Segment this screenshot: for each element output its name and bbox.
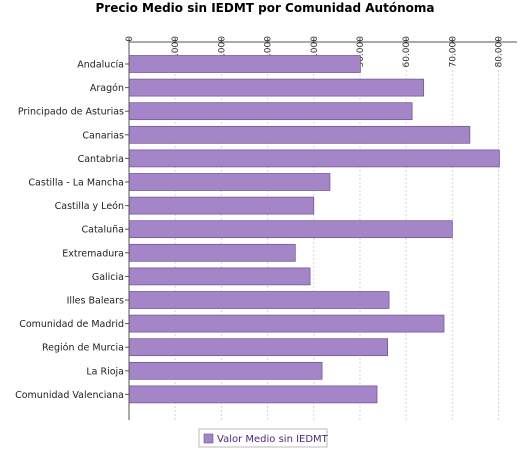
- category-label: Castilla - La Mancha: [28, 178, 124, 189]
- category-label: Canarias: [82, 130, 124, 141]
- x-tick-label: 60.000: [402, 36, 412, 68]
- legend-swatch: [203, 433, 214, 444]
- x-tick-label: 0: [125, 36, 135, 42]
- bar: [128, 267, 311, 286]
- x-tick-label: 50.000: [356, 36, 366, 68]
- category-label: Región de Murcia: [42, 343, 124, 354]
- category-label: Castilla y León: [55, 201, 124, 212]
- category-label: Extremadura: [62, 248, 124, 259]
- bar: [128, 385, 378, 404]
- category-label: Comunidad de Madrid: [19, 319, 124, 330]
- bar: [128, 314, 445, 333]
- chart-title: Precio Medio sin IEDMT por Comunidad Aut…: [96, 1, 435, 15]
- x-axis-ticks: 0 10.000 20.000 30.000 40.000 50.000 60.000 70.…: [125, 36, 505, 68]
- bar: [128, 55, 361, 73]
- category-label: Illes Balears: [67, 296, 124, 307]
- x-tick-label: 40.000: [310, 36, 320, 68]
- legend-box: [198, 428, 328, 448]
- category-label: La Rioja: [86, 366, 124, 377]
- category-label: Aragón: [90, 83, 124, 94]
- bar: [128, 149, 500, 168]
- category-label: Principado de Asturias: [18, 107, 124, 118]
- category-label: Andalucía: [77, 60, 124, 71]
- bar: [128, 78, 425, 97]
- legend: Valor Medio sin IEDMT: [198, 428, 329, 448]
- bar: [128, 220, 453, 239]
- category-label: Comunidad Valenciana: [15, 390, 124, 401]
- bar: [128, 338, 389, 357]
- bar: [128, 291, 390, 309]
- bar: [128, 102, 413, 121]
- x-tick-label: 30.000: [264, 36, 274, 68]
- x-tick-label: 20.000: [217, 36, 227, 68]
- category-labels: Andalucía Aragón Principado de Asturias Can…: [15, 60, 129, 401]
- bar: [128, 196, 315, 215]
- category-label: Cantabria: [78, 154, 124, 165]
- bar: [128, 361, 323, 380]
- x-tick-label: 80.000: [495, 36, 505, 68]
- x-tick-label: 10.000: [171, 36, 181, 68]
- category-label: Galicia: [92, 272, 124, 283]
- x-tick-label: 70.000: [448, 36, 458, 68]
- bar: [128, 173, 331, 191]
- bars: [128, 55, 500, 404]
- bar: [128, 243, 296, 262]
- bar: [128, 125, 471, 144]
- category-label: Cataluña: [81, 225, 124, 236]
- legend-label: Valor Medio sin IEDMT: [217, 434, 329, 445]
